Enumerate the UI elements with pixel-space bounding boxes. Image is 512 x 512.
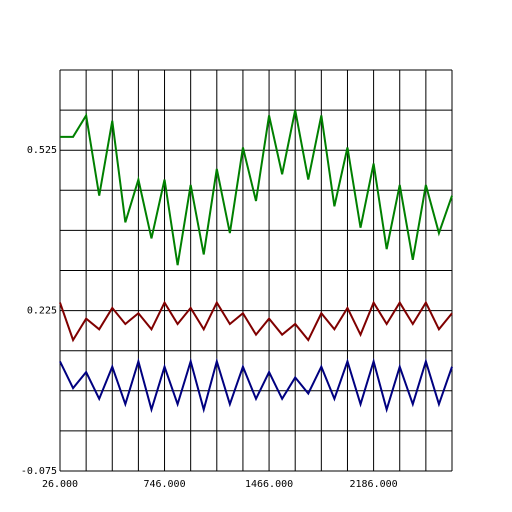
y-tick-label: 0.225 [27, 306, 57, 317]
series-line [59, 357, 453, 414]
x-tick-label: 2186.000 [350, 479, 398, 490]
series-line [59, 300, 453, 343]
x-tick-label: 1466.000 [245, 479, 293, 490]
x-tick-label: 746.000 [143, 479, 185, 490]
x-tick-label: 26.000 [42, 479, 78, 490]
series-line [60, 109, 453, 266]
y-tick-label: -0.075 [21, 466, 57, 477]
y-tick-label: 0.525 [27, 145, 57, 156]
